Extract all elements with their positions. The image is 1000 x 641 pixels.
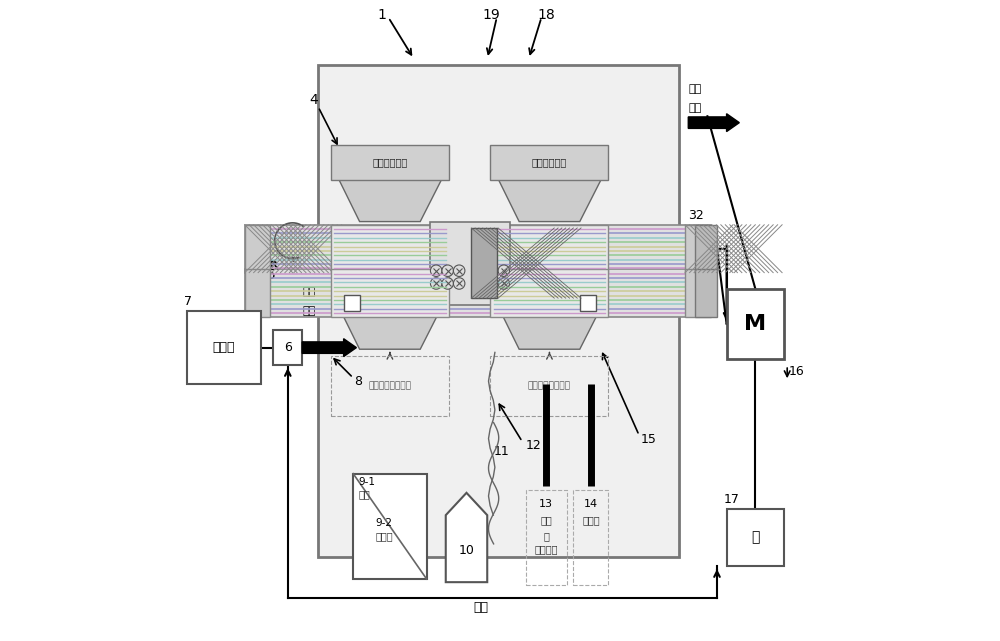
- Text: 7: 7: [184, 295, 192, 308]
- Circle shape: [487, 278, 498, 289]
- Text: 17: 17: [723, 492, 739, 506]
- Text: 13: 13: [539, 499, 553, 509]
- Text: 16: 16: [789, 365, 805, 378]
- Text: 4: 4: [309, 94, 318, 107]
- Bar: [573, 490, 608, 585]
- Bar: [490, 356, 608, 416]
- Text: M: M: [744, 313, 766, 334]
- Bar: [318, 65, 679, 556]
- Bar: [187, 311, 261, 385]
- Text: 干湿度计: 干湿度计: [535, 544, 558, 554]
- Text: 5: 5: [267, 267, 275, 281]
- Text: 11: 11: [494, 445, 509, 458]
- Circle shape: [453, 278, 465, 289]
- Text: 14: 14: [584, 499, 598, 509]
- Bar: [245, 225, 711, 272]
- Text: 8: 8: [354, 375, 362, 388]
- Circle shape: [498, 265, 510, 276]
- Circle shape: [442, 278, 453, 289]
- Text: 排出: 排出: [688, 103, 702, 113]
- Circle shape: [475, 278, 487, 289]
- Bar: [695, 269, 717, 317]
- Text: （可选）传感器位: （可选）传感器位: [528, 381, 571, 390]
- Circle shape: [498, 278, 510, 289]
- Text: 10: 10: [459, 544, 474, 558]
- Bar: [245, 269, 711, 317]
- Text: 注入: 注入: [302, 306, 315, 316]
- Text: 反馈: 反馈: [473, 601, 488, 614]
- Text: 气体: 气体: [302, 287, 315, 297]
- Bar: [245, 269, 270, 317]
- Circle shape: [453, 265, 465, 276]
- Bar: [727, 509, 784, 566]
- Bar: [685, 269, 711, 317]
- Text: 阀门: 阀门: [358, 490, 370, 499]
- FancyArrow shape: [302, 338, 356, 356]
- Polygon shape: [446, 493, 487, 582]
- Text: 位移传感器位: 位移传感器位: [372, 158, 408, 167]
- Text: 6: 6: [284, 341, 292, 354]
- Bar: [245, 225, 270, 272]
- Bar: [353, 474, 427, 579]
- Text: 9-2: 9-2: [376, 519, 393, 528]
- Polygon shape: [499, 180, 601, 222]
- Text: 气温: 气温: [540, 515, 552, 525]
- Bar: [526, 490, 567, 585]
- Bar: [331, 145, 449, 180]
- Polygon shape: [499, 308, 601, 349]
- Text: 31: 31: [384, 250, 399, 263]
- Bar: [344, 295, 360, 311]
- Bar: [331, 269, 449, 317]
- Bar: [273, 330, 302, 365]
- Bar: [490, 145, 608, 180]
- Polygon shape: [339, 308, 441, 349]
- Text: 12: 12: [526, 439, 541, 452]
- Bar: [685, 225, 711, 272]
- Text: 泵: 泵: [751, 531, 759, 544]
- Bar: [471, 228, 497, 298]
- Text: 32: 32: [688, 208, 704, 222]
- Text: 18: 18: [537, 8, 555, 22]
- Bar: [331, 356, 449, 416]
- Circle shape: [487, 265, 498, 276]
- Circle shape: [475, 265, 487, 276]
- Bar: [430, 222, 510, 304]
- Text: 15: 15: [640, 433, 656, 445]
- Polygon shape: [339, 180, 441, 222]
- Text: （可选）传感器位: （可选）传感器位: [368, 381, 411, 390]
- Bar: [727, 288, 784, 359]
- Text: 混气室: 混气室: [213, 341, 235, 354]
- Text: 9-1: 9-1: [358, 477, 375, 487]
- Circle shape: [430, 278, 442, 289]
- Bar: [331, 225, 449, 272]
- Bar: [490, 269, 608, 317]
- Text: 1: 1: [377, 8, 386, 22]
- Text: 气体: 气体: [688, 84, 702, 94]
- Text: 继电器: 继电器: [376, 531, 393, 541]
- Bar: [580, 295, 596, 311]
- Text: 19: 19: [482, 8, 500, 22]
- Circle shape: [442, 265, 453, 276]
- Text: 气压计: 气压计: [582, 515, 600, 525]
- Bar: [695, 225, 717, 272]
- Circle shape: [430, 265, 442, 276]
- Bar: [490, 225, 608, 272]
- Text: 位移传感器位: 位移传感器位: [532, 158, 567, 167]
- Text: 及: 及: [543, 531, 549, 541]
- FancyArrow shape: [688, 113, 739, 131]
